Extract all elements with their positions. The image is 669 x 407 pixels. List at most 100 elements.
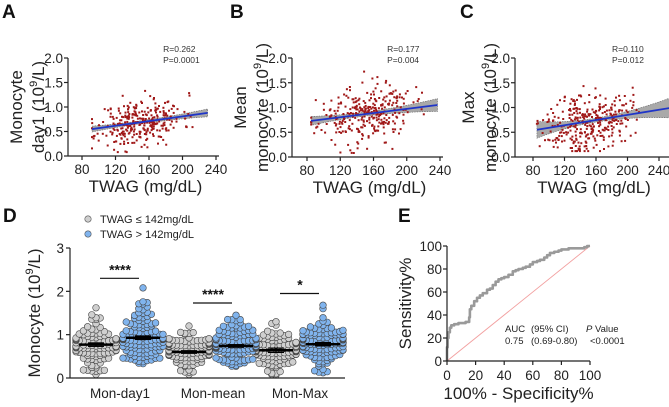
data-point xyxy=(361,108,364,111)
data-point xyxy=(370,111,373,114)
data-point xyxy=(634,131,637,134)
data-point xyxy=(133,128,136,131)
data-point xyxy=(579,131,582,134)
data-point xyxy=(149,109,152,112)
data-point xyxy=(618,109,621,112)
data-point xyxy=(125,151,128,154)
data-point xyxy=(594,109,597,112)
p-value: P=0.0001 xyxy=(163,55,200,65)
data-point xyxy=(588,124,591,127)
data-point xyxy=(580,95,583,98)
data-point xyxy=(635,109,638,111)
x-tick-label: 20 xyxy=(468,368,483,383)
data-point xyxy=(123,143,126,145)
data-point xyxy=(384,100,387,103)
data-point xyxy=(569,129,572,132)
data-point xyxy=(334,124,337,127)
data-point xyxy=(576,98,578,101)
data-point xyxy=(599,121,602,124)
data-point xyxy=(123,105,125,108)
data-point xyxy=(361,133,364,136)
data-point xyxy=(149,124,152,127)
data-point xyxy=(363,115,366,118)
data-point xyxy=(333,109,336,112)
y-tick-label: 2.0 xyxy=(268,51,287,66)
data-point xyxy=(372,132,375,135)
r-value: R=0.110 xyxy=(612,44,644,54)
data-point xyxy=(163,124,166,127)
y-label-unit: /L) xyxy=(481,43,500,63)
data-point xyxy=(333,121,336,124)
data-point xyxy=(121,115,123,118)
data-point xyxy=(617,120,620,123)
data-point xyxy=(141,102,143,104)
data-point xyxy=(585,141,588,144)
data-point xyxy=(618,94,621,97)
data-point xyxy=(118,122,121,125)
data-point xyxy=(556,146,559,149)
data-point xyxy=(131,116,134,119)
data-point xyxy=(391,92,394,95)
data-point xyxy=(561,128,564,131)
data-point xyxy=(357,128,360,131)
data-point xyxy=(367,110,370,113)
data-point xyxy=(350,151,353,154)
x-tick-label: 160 xyxy=(138,162,161,177)
data-point xyxy=(399,106,402,109)
data-point xyxy=(363,111,366,114)
x-tick-label: 80 xyxy=(554,368,569,383)
data-point xyxy=(141,122,143,125)
y-label-unit: /L) xyxy=(25,249,44,269)
data-point xyxy=(391,147,394,150)
data-point xyxy=(598,119,601,122)
data-point xyxy=(617,110,620,113)
data-point xyxy=(373,116,375,119)
data-point xyxy=(570,118,573,121)
data-point xyxy=(133,113,136,116)
data-point xyxy=(583,150,586,153)
data-point xyxy=(603,148,605,150)
regression-line xyxy=(536,107,669,131)
data-point xyxy=(134,112,137,115)
data-point xyxy=(576,128,578,131)
data-point xyxy=(392,120,395,123)
y-tick-label: 1.5 xyxy=(44,76,63,91)
data-point xyxy=(382,112,385,115)
data-point xyxy=(547,120,550,123)
data-point xyxy=(611,115,614,117)
data-point xyxy=(149,95,152,98)
data-point xyxy=(310,116,313,119)
data-point xyxy=(338,120,341,123)
data-point xyxy=(370,93,373,96)
data-point xyxy=(549,130,552,133)
data-point xyxy=(385,79,388,82)
data-point xyxy=(117,109,120,112)
y-tick-label: 20 xyxy=(427,331,442,346)
y-axis-label-line1: Mean xyxy=(231,86,250,129)
data-point xyxy=(376,76,379,79)
data-point xyxy=(546,121,549,123)
data-point xyxy=(115,134,118,137)
data-point xyxy=(592,111,595,114)
data-point xyxy=(605,109,608,112)
data-point xyxy=(133,141,136,144)
data-point xyxy=(609,121,612,123)
data-point xyxy=(158,129,161,132)
data-point xyxy=(599,116,601,119)
data-point xyxy=(339,126,342,129)
data-point xyxy=(122,116,125,119)
data-point xyxy=(575,138,578,141)
significance-label: **** xyxy=(109,261,131,277)
x-axis-label: TWAG (mg/dL) xyxy=(537,178,651,197)
data-point xyxy=(381,103,384,106)
data-point xyxy=(102,121,105,123)
data-point xyxy=(401,96,403,99)
data-point xyxy=(160,136,163,138)
data-point xyxy=(550,108,553,110)
data-point xyxy=(361,137,364,140)
data-point xyxy=(375,129,378,132)
significance-label: **** xyxy=(202,286,224,302)
y-axis-label-line1: Monocyte xyxy=(7,70,26,144)
data-point xyxy=(632,101,635,104)
